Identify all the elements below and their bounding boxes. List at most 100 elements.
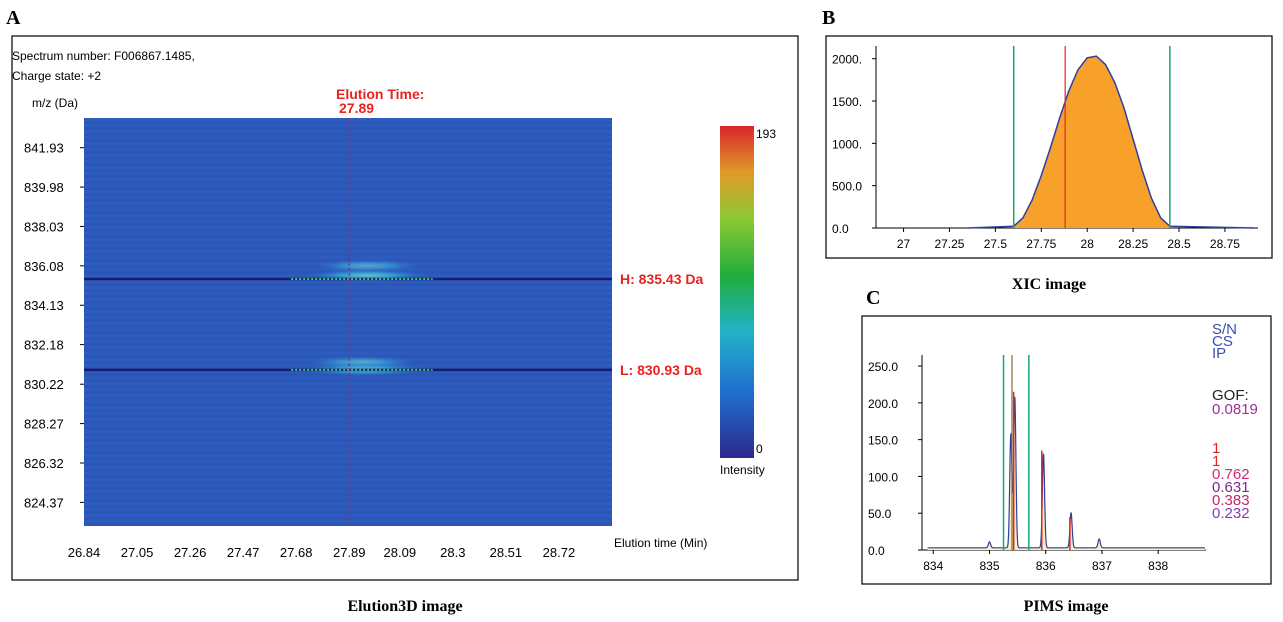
heatmap-y-tick: 824.37 bbox=[24, 495, 64, 510]
pims-stat-value: 1 bbox=[1212, 453, 1220, 470]
heatmap-stripe bbox=[84, 346, 612, 349]
xic-area bbox=[1013, 56, 1170, 228]
pims-gof-label: GOF: bbox=[1212, 387, 1249, 404]
heatmap-stripe bbox=[84, 214, 612, 217]
heatmap-stripe bbox=[84, 388, 612, 391]
heatmap-stripe bbox=[84, 436, 612, 439]
intensity-colorbar bbox=[720, 126, 754, 458]
heatmap-stripe bbox=[84, 178, 612, 181]
heatmap-x-tick: 28.3 bbox=[440, 545, 465, 560]
heatmap-stripe bbox=[84, 394, 612, 397]
heatmap-stripe bbox=[84, 376, 612, 379]
heatmap-y-tick: 839.98 bbox=[24, 180, 64, 195]
xic-x-tick: 27 bbox=[897, 237, 911, 251]
pims-stat-label: CS bbox=[1212, 333, 1233, 350]
heatmap-stripe bbox=[84, 508, 612, 511]
xic-y-tick: 2000. bbox=[832, 53, 862, 67]
heatmap-stripe bbox=[84, 502, 612, 505]
pims-y-tick: 250.0 bbox=[868, 360, 898, 374]
xic-y-tick: 500.0 bbox=[832, 180, 862, 194]
pims-observed-curve bbox=[927, 396, 1205, 549]
heatmap-x-tick: 27.47 bbox=[227, 545, 260, 560]
heatmap-spot bbox=[301, 268, 433, 283]
heatmap-y-tick: 830.22 bbox=[24, 377, 64, 392]
heatmap-stripe bbox=[84, 154, 612, 157]
xic-x-tick: 28 bbox=[1081, 237, 1095, 251]
heatmap-stripe bbox=[84, 202, 612, 205]
xic-curve bbox=[967, 55, 1255, 229]
heatmap-stripe bbox=[84, 208, 612, 211]
heatmap-stripe bbox=[84, 520, 612, 523]
heatmap-stripe bbox=[84, 424, 612, 427]
heatmap-y-tick: 841.93 bbox=[24, 141, 64, 156]
panel-a-letter: A bbox=[6, 7, 21, 29]
heatmap-stripe bbox=[84, 292, 612, 295]
xic-x-tick: 28.5 bbox=[1167, 237, 1191, 251]
pims-x-tick: 834 bbox=[923, 559, 943, 573]
elution-time-label: Elution Time: bbox=[336, 86, 424, 102]
heatmap-stripe bbox=[84, 328, 612, 331]
pims-x-tick: 837 bbox=[1092, 559, 1112, 573]
heatmap-x-tick: 27.05 bbox=[121, 545, 154, 560]
pims-stat-label: IP bbox=[1212, 345, 1226, 362]
heatmap-stripe bbox=[84, 472, 612, 475]
heatmap-stripe bbox=[84, 256, 612, 259]
heatmap-y-tick: 836.08 bbox=[24, 259, 64, 274]
heatmap-y-tick: 834.13 bbox=[24, 298, 64, 313]
heatmap-y-axis-label: m/z (Da) bbox=[32, 96, 78, 110]
heatmap-stripe bbox=[84, 352, 612, 355]
elution3d-heatmap bbox=[84, 118, 612, 526]
heatmap-stripe bbox=[84, 130, 612, 133]
heatmap-stripe bbox=[84, 136, 612, 139]
heatmap-stripe bbox=[84, 442, 612, 445]
heatmap-stripe bbox=[84, 190, 612, 193]
pims-y-tick: 0.0 bbox=[868, 544, 885, 558]
heatmap-stripe bbox=[84, 196, 612, 199]
panel-c-frame bbox=[861, 315, 1272, 585]
heatmap-stripe bbox=[84, 454, 612, 457]
heatmap-stripe bbox=[84, 118, 612, 121]
heatmap-stripe bbox=[84, 490, 612, 493]
heatmap-stripe bbox=[84, 334, 612, 337]
heatmap-x-tick: 27.26 bbox=[174, 545, 207, 560]
xic-y-tick: 1000. bbox=[832, 137, 862, 151]
heatmap-stripe bbox=[84, 298, 612, 301]
heatmap-stripe bbox=[84, 322, 612, 325]
heatmap-stripe bbox=[84, 232, 612, 235]
heatmap-stripe bbox=[84, 310, 612, 313]
heatmap-stripe bbox=[84, 238, 612, 241]
heatmap-stripe bbox=[84, 484, 612, 487]
heatmap-stripe bbox=[84, 226, 612, 229]
heatmap-stripe bbox=[84, 142, 612, 145]
heatmap-x-tick: 28.72 bbox=[543, 545, 576, 560]
pims-x-tick: 838 bbox=[1148, 559, 1168, 573]
pims-stat-value: 0.631 bbox=[1212, 479, 1250, 496]
heatmap-stripe bbox=[84, 406, 612, 409]
heatmap-y-tick: 832.18 bbox=[24, 338, 64, 353]
heatmap-stripe bbox=[84, 220, 612, 223]
heatmap-stripe bbox=[84, 466, 612, 469]
heatmap-stripe bbox=[84, 418, 612, 421]
panel-b-letter: B bbox=[822, 7, 835, 29]
heatmap-stripe bbox=[84, 430, 612, 433]
xic-x-tick: 28.25 bbox=[1118, 237, 1148, 251]
pims-x-tick: 836 bbox=[1036, 559, 1056, 573]
heatmap-stripe bbox=[84, 382, 612, 385]
xic-x-tick: 28.75 bbox=[1210, 237, 1240, 251]
colorbar-max: 193 bbox=[756, 127, 776, 141]
heatmap-stripe bbox=[84, 478, 612, 481]
xic-chart: 0.0 500.0 1000. 1500. 2000. 27 27.25 27.5 27.75 2… bbox=[832, 46, 1258, 251]
xic-x-tick: 27.5 bbox=[984, 237, 1008, 251]
panel-b-caption: XIC image bbox=[1012, 276, 1086, 293]
heatmap-stripe bbox=[84, 412, 612, 415]
charge-state-label: Charge state: +2 bbox=[12, 69, 101, 83]
xic-x-tick: 27.25 bbox=[934, 237, 964, 251]
pims-x-tick: 835 bbox=[979, 559, 999, 573]
heatmap-y-tick: 828.27 bbox=[24, 417, 64, 432]
panel-c-letter: C bbox=[866, 287, 880, 309]
pims-chart: 0.0 50.0 100.0 150.0 200.0 250.0 834 835 836 837 8… bbox=[868, 355, 1206, 573]
panel-c-caption: PIMS image bbox=[1024, 598, 1109, 615]
spectrum-number-label: Spectrum number: F006867.1485, bbox=[12, 49, 195, 63]
